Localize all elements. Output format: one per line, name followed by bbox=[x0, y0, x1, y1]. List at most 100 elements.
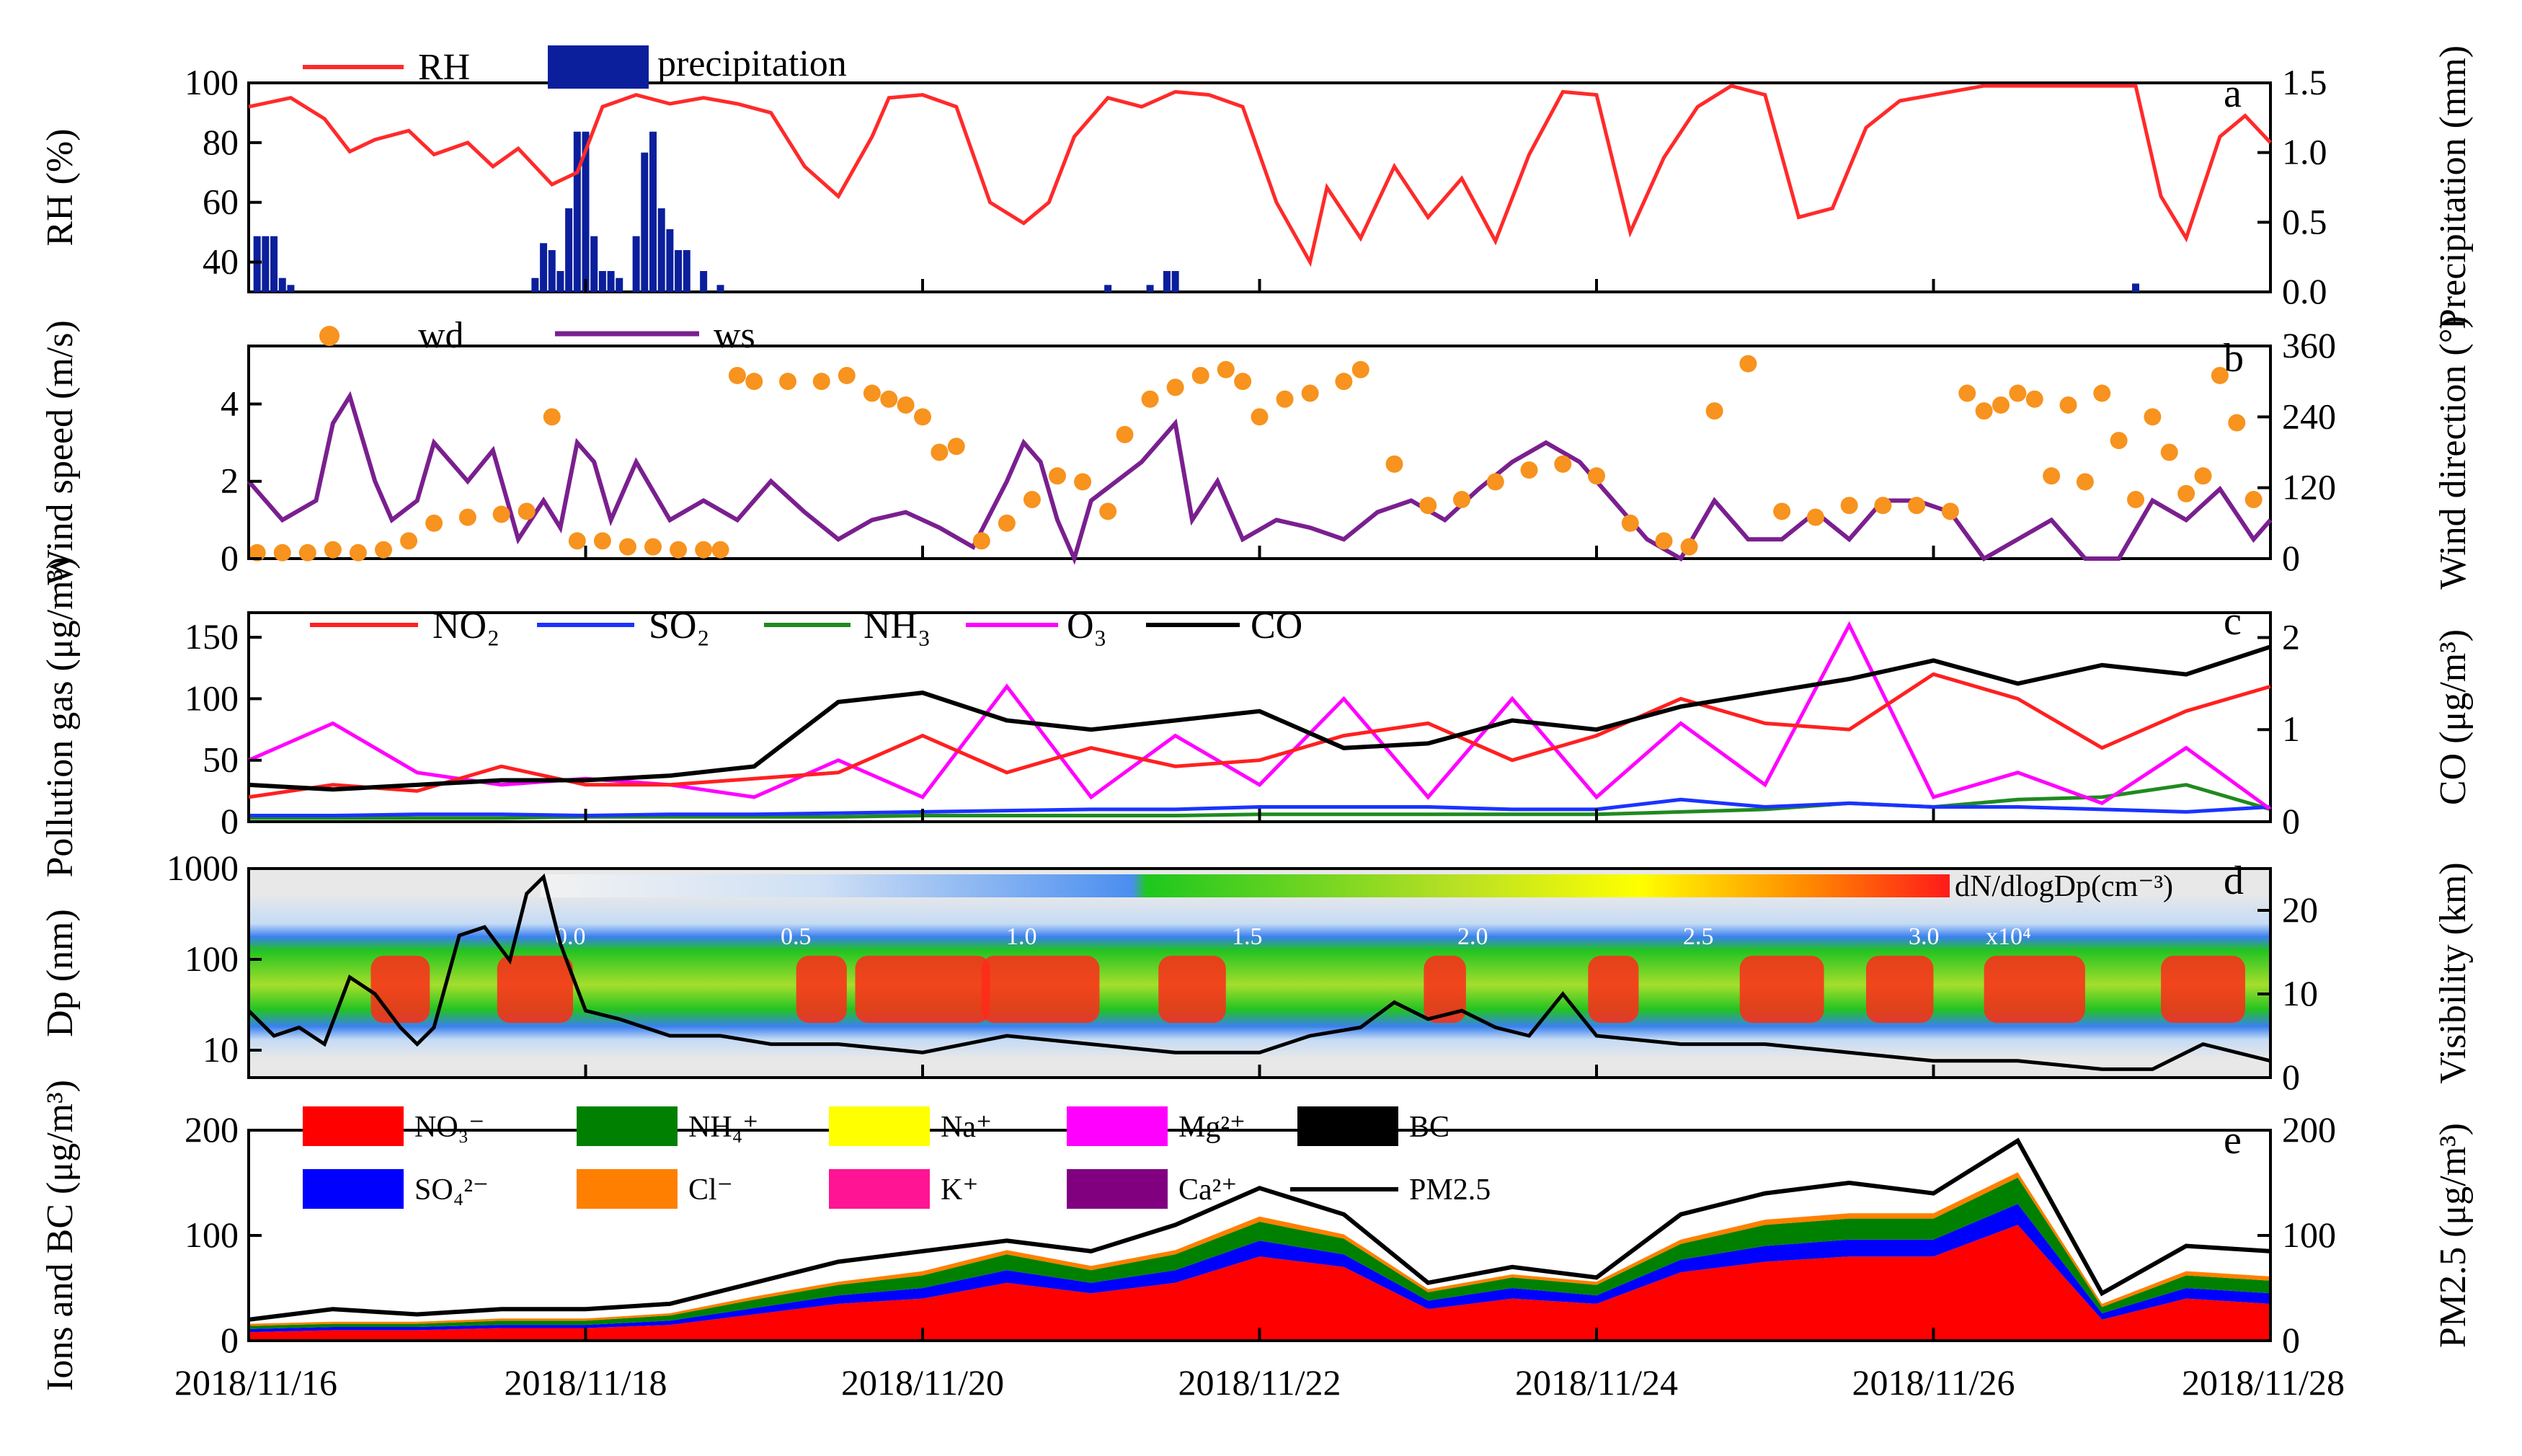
hotspot bbox=[1588, 955, 1639, 1024]
panel-c-right-ticks: 0 1 2 bbox=[2257, 616, 2300, 841]
panel-a-ylabel-left: RH (%) bbox=[40, 128, 81, 246]
legend-no2-label: NO₂ bbox=[432, 605, 499, 647]
precip-bar bbox=[531, 278, 539, 292]
panel-e-letter: e bbox=[2224, 1118, 2242, 1163]
wd-point bbox=[1773, 502, 1791, 520]
panel-d-ylabel-right: Visibility (km) bbox=[2433, 862, 2474, 1083]
legend-k-swatch bbox=[829, 1169, 930, 1209]
panel-d-left-tick-label: 100 bbox=[185, 938, 239, 979]
wd-point bbox=[1049, 467, 1066, 485]
wd-point bbox=[1958, 384, 1976, 402]
hotspot bbox=[981, 955, 1100, 1024]
panel-c-left-ticks: 0 50 100 150 bbox=[185, 616, 262, 841]
wd-point bbox=[1217, 360, 1235, 378]
panel-e-right-tick-label: 200 bbox=[2282, 1109, 2336, 1150]
wd-point bbox=[518, 502, 536, 520]
legend-cl-label: Cl⁻ bbox=[688, 1173, 733, 1207]
colorbar-label: dN/dlogDp(cm⁻³) bbox=[1955, 870, 2173, 903]
wd-point bbox=[2110, 432, 2128, 450]
no2-line bbox=[248, 672, 2271, 799]
legend-na-swatch bbox=[829, 1106, 930, 1146]
wd-point bbox=[2025, 390, 2043, 408]
precip-bar bbox=[683, 250, 691, 292]
panel-a-right-tick-label: 1.0 bbox=[2282, 132, 2327, 172]
precip-bar bbox=[2132, 283, 2139, 292]
hotspot bbox=[1739, 955, 1824, 1024]
x-tick-label: 2018/11/20 bbox=[841, 1362, 1004, 1403]
wd-point bbox=[273, 543, 291, 561]
panel-d-left-tick-label: 1000 bbox=[166, 848, 239, 888]
legend-so4-label: SO₄²⁻ bbox=[414, 1173, 489, 1207]
wd-point bbox=[1806, 508, 1824, 526]
wd-point bbox=[745, 373, 763, 391]
panel-d-left-ticks: 10 100 1000 bbox=[166, 848, 262, 1070]
legend-no3-swatch bbox=[303, 1106, 404, 1146]
panel-e-left-tick-label: 200 bbox=[185, 1109, 239, 1150]
no3-area bbox=[249, 1225, 2270, 1341]
panel-d: dN/dlogDp(cm⁻³) 0.0 0.5 1.0 1.5 2.0 2.5 3.0 x1… bbox=[40, 848, 2474, 1097]
legend-co-label: CO bbox=[1251, 605, 1302, 647]
precip-bar bbox=[540, 243, 548, 292]
wd-point bbox=[1739, 355, 1757, 373]
x-tick-label: 2018/11/28 bbox=[2182, 1362, 2345, 1403]
wd-point bbox=[2093, 384, 2111, 402]
ion-stacked-areas bbox=[249, 1172, 2270, 1341]
panel-e-right-tick-label: 100 bbox=[2282, 1215, 2336, 1255]
precip-bar bbox=[716, 285, 724, 292]
panel-b-right-tick-label: 0 bbox=[2282, 538, 2300, 578]
precip-bar bbox=[666, 229, 674, 292]
precipitation-bars bbox=[253, 131, 2139, 292]
wd-point bbox=[728, 366, 746, 384]
wd-point bbox=[2076, 473, 2094, 491]
panel-c-left-tick-label: 50 bbox=[203, 740, 239, 780]
wd-point bbox=[2177, 484, 2195, 502]
panel-e-right-tick-label: 0 bbox=[2282, 1320, 2300, 1360]
wd-point bbox=[1840, 497, 1858, 515]
precip-bar bbox=[582, 131, 590, 292]
hotspot bbox=[497, 955, 573, 1024]
legend-wd-swatch bbox=[319, 326, 339, 346]
wd-point bbox=[1116, 425, 1134, 443]
wd-point bbox=[1074, 473, 1092, 491]
wd-point bbox=[1874, 497, 1892, 515]
precip-bar bbox=[1104, 285, 1112, 292]
wd-point bbox=[2059, 396, 2077, 414]
colorbar-tick-label: 2.5 bbox=[1683, 923, 1714, 950]
legend-cl-swatch bbox=[577, 1169, 678, 1209]
wd-point bbox=[711, 541, 729, 559]
precip-bar bbox=[675, 250, 683, 292]
wd-point bbox=[812, 373, 830, 391]
legend-rh-label: RH bbox=[418, 47, 470, 88]
legend-bc-swatch bbox=[1297, 1106, 1398, 1146]
wd-point bbox=[1941, 502, 1959, 520]
legend-na-label: Na⁺ bbox=[941, 1111, 992, 1144]
panel-e-right-ticks: 0 100 200 bbox=[2257, 1109, 2336, 1360]
wd-point bbox=[400, 532, 418, 550]
panel-c-right-tick-label: 1 bbox=[2282, 709, 2300, 749]
legend-k-label: K⁺ bbox=[941, 1173, 979, 1207]
wd-point bbox=[568, 532, 586, 550]
panel-b-frame bbox=[247, 345, 2272, 560]
precip-bar bbox=[287, 285, 295, 292]
x-tick-label: 2018/11/26 bbox=[1852, 1362, 2015, 1403]
precip-bar bbox=[565, 208, 573, 292]
panel-b-ylabel-left: Wind speed (m/s) bbox=[40, 320, 81, 585]
x-tick-label: 2018/11/22 bbox=[1178, 1362, 1341, 1403]
wd-point bbox=[863, 384, 881, 402]
wd-point bbox=[644, 538, 662, 556]
precip-bar bbox=[270, 236, 278, 292]
panel-c-legend: NO₂ SO₂ NH₃ O₃ CO bbox=[310, 605, 1302, 647]
wd-point bbox=[1385, 455, 1403, 473]
panel-a-letter: a bbox=[2224, 71, 2242, 116]
legend-o3-label: O₃ bbox=[1067, 605, 1107, 647]
panel-b-right-tick-label: 240 bbox=[2282, 396, 2336, 436]
precip-bar bbox=[278, 278, 286, 292]
hotspot bbox=[1866, 955, 1934, 1024]
wd-point bbox=[1191, 366, 1209, 384]
heatmap-hotspots bbox=[370, 955, 2245, 1024]
legend-so4-swatch bbox=[303, 1169, 404, 1209]
panel-c-ylabel-right: CO (μg/m³) bbox=[2433, 629, 2474, 805]
precip-bar bbox=[262, 236, 270, 292]
precip-bar bbox=[657, 208, 665, 292]
